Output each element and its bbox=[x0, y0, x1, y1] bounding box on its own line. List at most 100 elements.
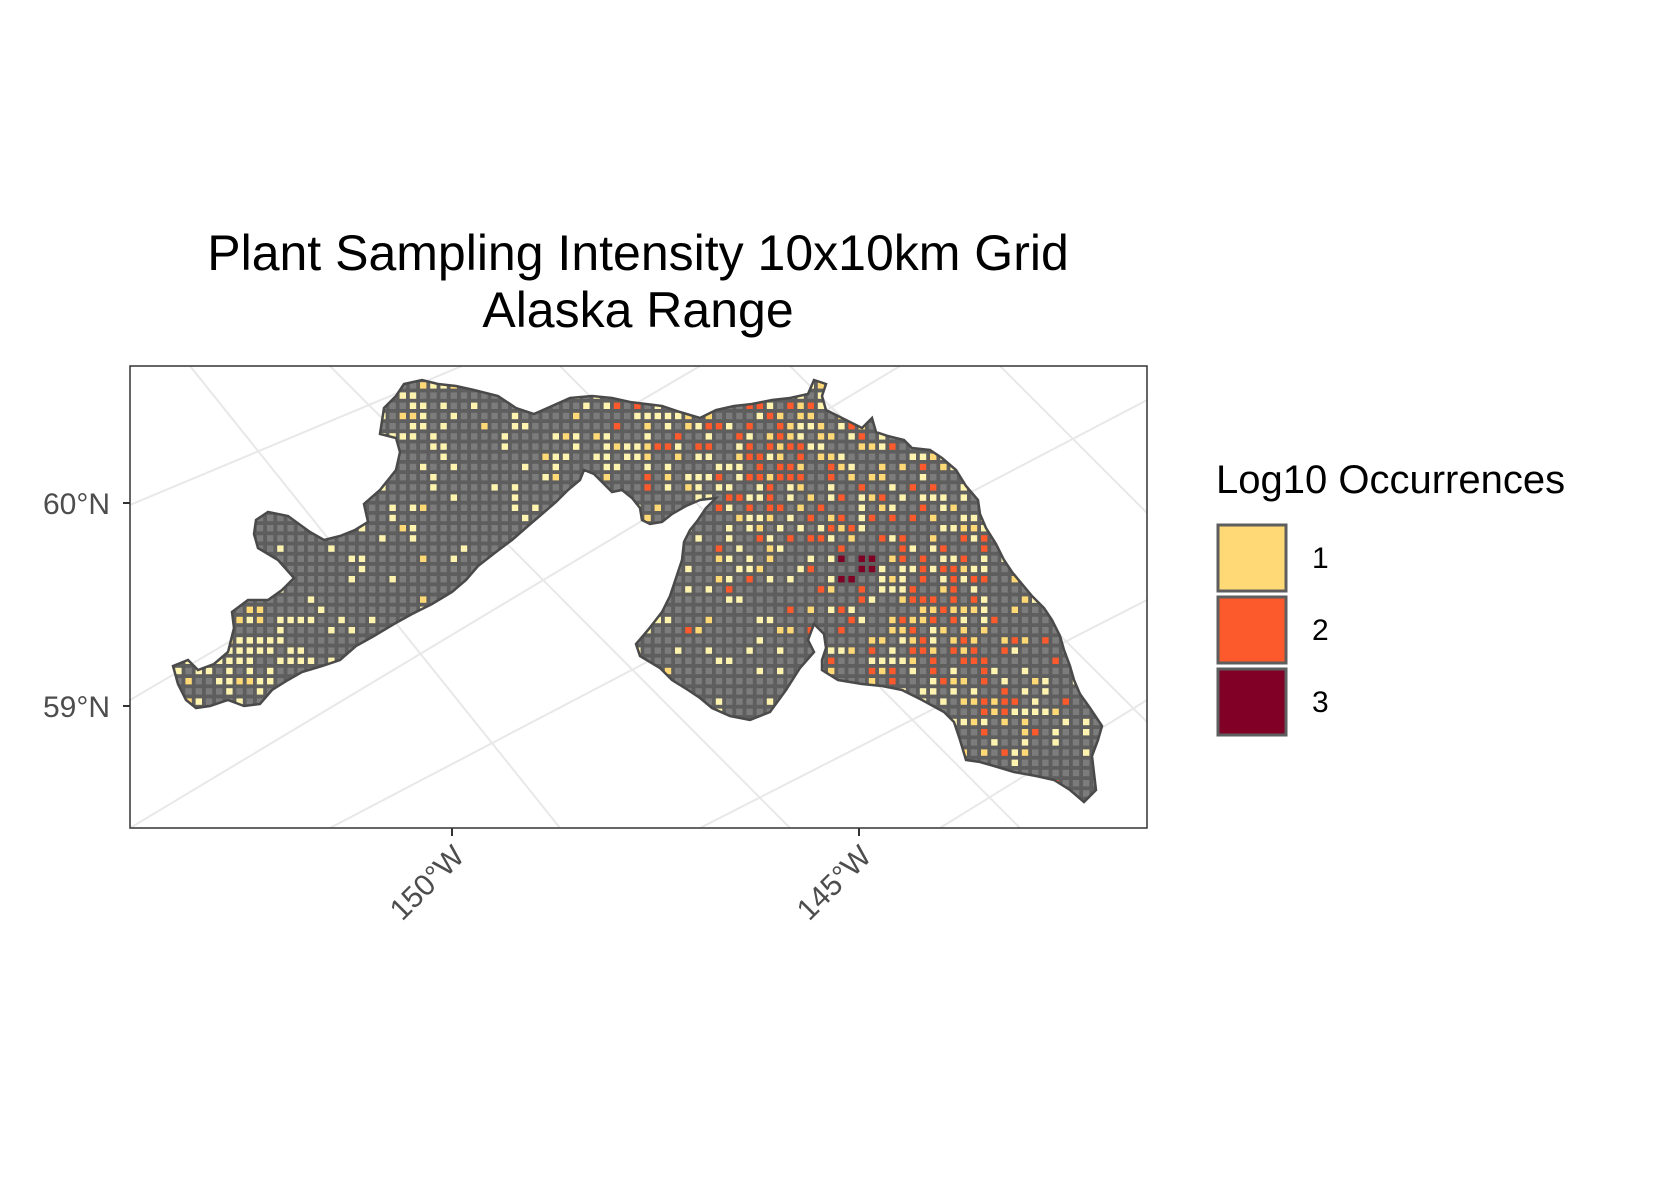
grid-cell bbox=[940, 576, 947, 583]
grid-cell bbox=[940, 555, 947, 562]
grid-cell bbox=[440, 412, 447, 420]
grid-cell bbox=[756, 504, 763, 511]
grid-cell bbox=[501, 535, 508, 542]
grid-cell bbox=[675, 657, 682, 664]
grid-cell bbox=[664, 637, 672, 644]
grid-cell bbox=[756, 678, 763, 685]
grid-cell bbox=[409, 392, 417, 399]
grid-cell bbox=[817, 382, 825, 389]
grid-cell bbox=[797, 484, 804, 491]
grid-cell bbox=[409, 443, 417, 450]
grid-cell bbox=[930, 535, 937, 542]
grid-cell bbox=[828, 596, 835, 603]
grid-cell bbox=[838, 637, 845, 644]
grid-cell bbox=[236, 606, 243, 613]
grid-cell bbox=[654, 504, 661, 511]
grid-cell bbox=[328, 596, 335, 603]
grid-cell bbox=[236, 667, 243, 675]
grid-cell bbox=[879, 596, 886, 603]
grid-cell bbox=[491, 525, 498, 532]
grid-cell bbox=[695, 443, 702, 450]
grid-cell bbox=[246, 688, 253, 695]
grid-cell bbox=[1011, 678, 1018, 685]
grid-cell bbox=[777, 647, 784, 654]
grid-cell bbox=[685, 555, 692, 562]
grid-cell bbox=[552, 423, 559, 430]
grid-cell bbox=[726, 596, 733, 603]
grid-cell bbox=[766, 627, 774, 634]
grid-cell bbox=[287, 667, 294, 675]
grid-cell bbox=[715, 606, 723, 613]
grid-cell bbox=[726, 423, 733, 430]
grid-cell bbox=[919, 688, 927, 695]
grid-cell bbox=[817, 443, 825, 450]
grid-cell bbox=[756, 688, 763, 695]
grid-cell bbox=[481, 504, 488, 511]
grid-cell bbox=[807, 586, 814, 593]
grid-cell bbox=[950, 484, 957, 491]
grid-cell bbox=[675, 443, 682, 450]
grid-cell bbox=[970, 749, 978, 756]
grid-cell bbox=[501, 514, 508, 522]
grid-cell bbox=[1021, 596, 1029, 603]
grid-cell bbox=[603, 474, 610, 481]
grid-cell bbox=[766, 463, 774, 471]
grid-cell bbox=[430, 474, 437, 481]
grid-cell bbox=[644, 514, 651, 522]
grid-cell bbox=[358, 565, 366, 573]
grid-cell bbox=[879, 627, 886, 634]
grid-cell bbox=[715, 535, 723, 542]
grid-cell bbox=[838, 647, 845, 654]
grid-cell bbox=[501, 494, 508, 501]
grid-cell bbox=[991, 749, 998, 756]
grid-cell bbox=[358, 627, 366, 634]
grid-cell bbox=[624, 443, 631, 450]
map-title: Plant Sampling Intensity 10x10km Grid bbox=[207, 225, 1069, 281]
grid-cell bbox=[664, 504, 672, 511]
grid-cell bbox=[1001, 616, 1008, 624]
grid-cell bbox=[297, 647, 304, 654]
grid-cell bbox=[440, 484, 447, 491]
grid-cell bbox=[613, 402, 621, 409]
grid-cell bbox=[1052, 769, 1059, 777]
grid-cell bbox=[991, 637, 998, 644]
grid-cell bbox=[981, 596, 988, 603]
grid-cell bbox=[909, 484, 916, 491]
grid-cell bbox=[277, 535, 284, 542]
grid-cell bbox=[471, 535, 478, 542]
grid-cell bbox=[950, 576, 957, 583]
grid-cell bbox=[746, 576, 753, 583]
grid-cell bbox=[736, 657, 743, 664]
grid-cell bbox=[807, 545, 814, 552]
grid-cell bbox=[797, 525, 804, 532]
grid-cell bbox=[726, 412, 733, 420]
grid-cell bbox=[348, 606, 355, 613]
grid-cell bbox=[399, 545, 406, 552]
grid-cell bbox=[960, 667, 967, 675]
grid-cell bbox=[950, 637, 957, 644]
grid-cell bbox=[685, 586, 692, 593]
grid-cell bbox=[1021, 718, 1029, 726]
grid-cell bbox=[246, 627, 253, 634]
grid-cell bbox=[491, 545, 498, 552]
grid-cell bbox=[726, 525, 733, 532]
grid-cell bbox=[930, 504, 937, 511]
grid-cell bbox=[522, 484, 529, 491]
grid-cell bbox=[685, 494, 692, 501]
grid-cell bbox=[777, 678, 784, 685]
grid-cell bbox=[450, 474, 457, 481]
grid-cell bbox=[899, 545, 906, 552]
grid-cell bbox=[705, 688, 712, 695]
grid-cell bbox=[695, 627, 702, 634]
grid-cell bbox=[756, 627, 763, 634]
grid-cell bbox=[919, 494, 927, 501]
grid-cell bbox=[991, 739, 998, 746]
grid-cell bbox=[267, 647, 274, 654]
grid-cell bbox=[328, 657, 335, 664]
grid-cell bbox=[460, 494, 468, 501]
grid-cell bbox=[450, 402, 457, 409]
grid-cell bbox=[1072, 759, 1080, 766]
grid-cell bbox=[481, 525, 488, 532]
grid-cell bbox=[879, 555, 886, 562]
grid-cell bbox=[1011, 637, 1018, 644]
